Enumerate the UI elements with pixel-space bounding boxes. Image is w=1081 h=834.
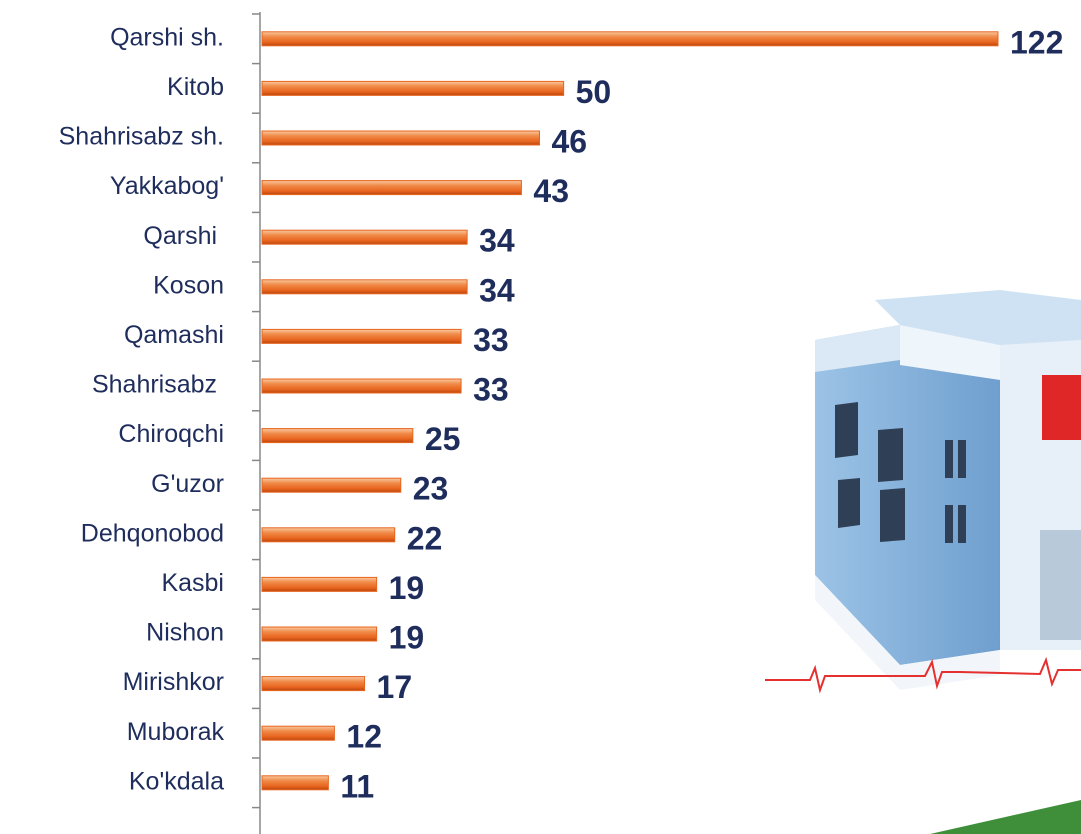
bar <box>261 576 378 592</box>
category-label: Kitob <box>167 73 224 101</box>
value-label: 25 <box>425 421 461 457</box>
category-label: Shahrisabz <box>92 371 224 399</box>
bar <box>261 80 565 96</box>
value-label: 34 <box>479 272 515 308</box>
value-label: 19 <box>389 619 425 655</box>
value-label: 33 <box>473 322 509 358</box>
category-label: Mirishkor <box>123 668 224 696</box>
value-label: 22 <box>407 520 443 556</box>
value-label: 43 <box>533 173 569 209</box>
bar <box>261 477 402 493</box>
category-label: Muborak <box>127 718 225 746</box>
bar <box>261 180 522 196</box>
bar <box>261 279 468 295</box>
bar <box>261 31 999 47</box>
value-label: 11 <box>340 768 374 804</box>
category-label: G'uzor <box>151 470 224 498</box>
bar <box>261 626 378 642</box>
value-label: 17 <box>377 669 413 705</box>
value-label: 46 <box>552 123 588 159</box>
bar <box>261 130 541 146</box>
bar <box>261 676 366 692</box>
category-label: Nishon <box>146 619 224 647</box>
value-label: 50 <box>576 74 612 110</box>
category-label: Qarshi <box>143 222 224 250</box>
value-label: 33 <box>473 371 509 407</box>
category-label: Shahrisabz sh. <box>59 123 224 151</box>
category-label: Kasbi <box>161 569 224 597</box>
hospital-illustration <box>760 290 1081 834</box>
category-label: Koson <box>153 271 224 299</box>
bar <box>261 775 329 791</box>
category-label: Yakkabog' <box>110 172 224 200</box>
value-label: 19 <box>389 570 425 606</box>
category-label: Chiroqchi <box>118 420 224 448</box>
value-label: 34 <box>479 223 515 259</box>
category-label: Qamashi <box>124 321 224 349</box>
value-label: 12 <box>346 719 382 755</box>
bar <box>261 378 462 394</box>
bar <box>261 725 335 741</box>
category-label: Qarshi sh. <box>110 23 224 51</box>
value-label: 122 <box>1010 24 1063 60</box>
bar <box>261 527 396 543</box>
value-label: 23 <box>413 471 449 507</box>
category-label: Dehqonobod <box>81 519 224 547</box>
bar <box>261 229 468 245</box>
bar <box>261 328 462 344</box>
bar <box>261 428 414 444</box>
category-label: Ko'kdala <box>129 767 224 795</box>
